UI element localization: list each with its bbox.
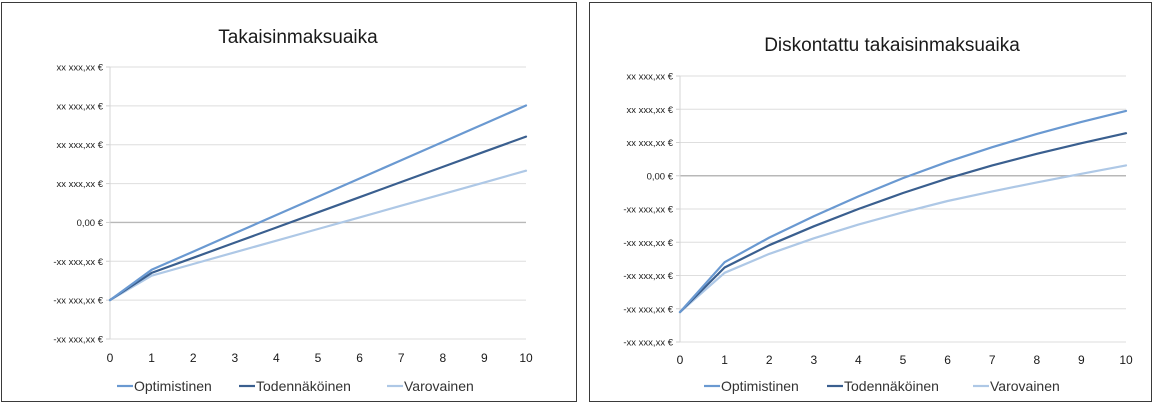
y-tick-label: -xx xxx,xx €: [623, 205, 673, 216]
x-tick-label: 8: [439, 351, 446, 365]
x-tick-label: 3: [810, 353, 817, 367]
y-tick-label: xx xxx,xx €: [57, 101, 104, 112]
y-tick-label: -xx xxx,xx €: [53, 335, 103, 346]
series-line-todennäköinen: [678, 132, 1128, 314]
series-line-varovainen: [108, 169, 528, 302]
y-tick-label: -xx xxx,xx €: [623, 271, 673, 282]
chart-title: Diskontattu takaisinmaksuaika: [764, 35, 1020, 56]
x-tick-label: 2: [190, 351, 197, 365]
y-tick-label: xx xxx,xx €: [57, 140, 104, 151]
legend-label-varovainen: Varovainen: [404, 378, 474, 394]
legend-label-todennäköinen: Todennäköinen: [256, 378, 351, 394]
y-tick-label: -xx xxx,xx €: [623, 338, 673, 349]
y-tick-label: xx xxx,xx €: [627, 138, 674, 149]
x-tick-label: 0: [677, 353, 684, 367]
y-tick-label: -xx xxx,xx €: [623, 238, 673, 249]
x-tick-label: 6: [356, 351, 363, 365]
legend-label-varovainen: Varovainen: [990, 378, 1060, 394]
series-line-optimistinen: [108, 104, 528, 302]
x-tick-label: 2: [766, 353, 773, 367]
chart-discounted-payback: Diskontattu takaisinmaksuaika xx xxx,xx €…: [623, 35, 1133, 394]
x-tick-label: 0: [107, 351, 114, 365]
legend-label-optimistinen: Optimistinen: [134, 378, 212, 394]
x-tick-label: 9: [1078, 353, 1085, 367]
y-tick-label: 0,00 €: [647, 171, 674, 182]
series-line-varovainen: [678, 164, 1128, 314]
y-tick-label: -xx xxx,xx €: [623, 304, 673, 315]
x-tick-label: 7: [398, 351, 405, 365]
x-tick-label: 4: [855, 353, 862, 367]
series-line-todennäköinen: [108, 135, 528, 302]
x-tick-label: 5: [315, 351, 322, 365]
x-tick-label: 7: [989, 353, 996, 367]
x-tick-label: 8: [1033, 353, 1040, 367]
y-tick-label: xx xxx,xx €: [57, 63, 104, 74]
x-tick-label: 4: [273, 351, 280, 365]
x-tick-label: 10: [519, 351, 533, 365]
x-tick-label: 6: [944, 353, 951, 367]
y-tick-label: xx xxx,xx €: [627, 72, 674, 83]
x-tick-label: 5: [900, 353, 907, 367]
y-tick-label: xx xxx,xx €: [57, 179, 104, 190]
y-tick-label: xx xxx,xx €: [627, 105, 674, 116]
y-tick-label: -xx xxx,xx €: [53, 296, 103, 307]
x-tick-label: 10: [1119, 353, 1133, 367]
legend-label-todennäköinen: Todennäköinen: [844, 378, 939, 394]
legend-label-optimistinen: Optimistinen: [721, 378, 799, 394]
x-tick-label: 1: [148, 351, 155, 365]
x-tick-label: 3: [231, 351, 238, 365]
y-tick-label: -xx xxx,xx €: [53, 257, 103, 268]
series-line-optimistinen: [678, 109, 1128, 314]
x-tick-label: 9: [481, 351, 488, 365]
chart-payback: Takaisinmaksuaika xx xxx,xx € xx xxx,xx € x…: [53, 27, 533, 394]
chart-panel-discounted-payback: Diskontattu takaisinmaksuaika xx xxx,xx €…: [589, 2, 1152, 402]
x-tick-label: 1: [721, 353, 728, 367]
chart-panel-payback: Takaisinmaksuaika xx xxx,xx € xx xxx,xx € x…: [1, 2, 577, 402]
chart-title: Takaisinmaksuaika: [218, 27, 378, 48]
y-tick-label: 0,00 €: [77, 218, 104, 229]
